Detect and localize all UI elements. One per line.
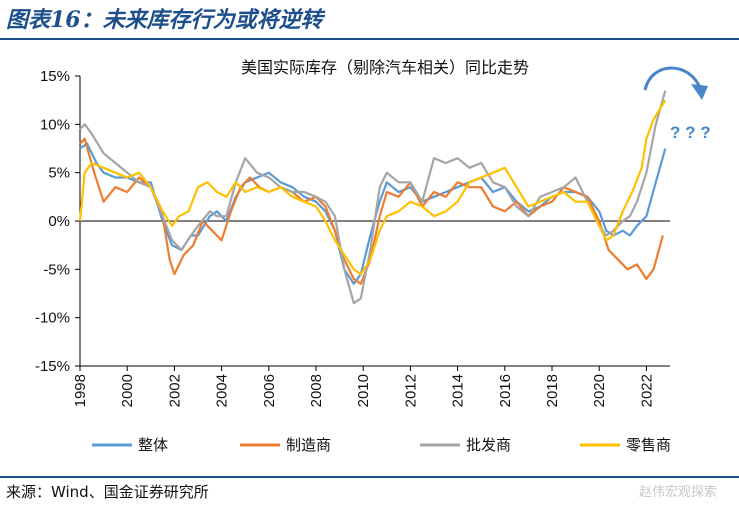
title-divider xyxy=(0,38,739,40)
y-tick-label: -5% xyxy=(43,261,70,278)
footer-divider xyxy=(0,476,739,478)
plot-area: 15% 10% 5% 0% -5% -10% -15%1998 2000 2002 2004 200… xyxy=(35,68,670,407)
legend-label-0: 整体 xyxy=(138,436,168,454)
x-tick-label: 2018 xyxy=(544,374,561,407)
x-tick-label: 2016 xyxy=(497,374,514,407)
x-tick-label: 2022 xyxy=(638,374,655,407)
source-note: 来源：Wind、国金证券研究所 xyxy=(6,483,209,501)
x-tick-label: 2012 xyxy=(402,374,419,407)
y-tick-label: 5% xyxy=(48,165,70,182)
curved-arrow-icon xyxy=(643,66,702,91)
y-tick-label: -15% xyxy=(35,358,70,375)
legend: 整体 制造商 批发商 零售商 xyxy=(92,436,671,454)
x-tick-label: 2002 xyxy=(166,374,183,407)
watermark: 赵伟宏观探索 xyxy=(638,485,717,500)
x-tick-label: 2000 xyxy=(119,374,136,407)
question-marks: ? ? ? xyxy=(670,123,711,142)
y-tick-label: 10% xyxy=(40,116,70,133)
x-tick-label: 2020 xyxy=(591,374,608,407)
series-line-1 xyxy=(79,137,664,285)
legend-label-1: 制造商 xyxy=(286,436,331,454)
annotation: ? ? ? xyxy=(643,66,711,142)
series-line-3 xyxy=(78,99,667,276)
y-tick-label: -10% xyxy=(35,310,70,327)
x-tick-label: 1998 xyxy=(72,374,89,407)
series-line-0 xyxy=(79,142,667,285)
line-chart: 美国实际库存（剔除汽车相关）同比走势 15% 10% 5% 0% -5% -10% -15%… xyxy=(35,58,711,454)
y-tick-label: 0% xyxy=(48,213,70,230)
chart-title: 美国实际库存（剔除汽车相关）同比走势 xyxy=(241,58,529,77)
x-tick-label: 2006 xyxy=(261,374,278,407)
x-tick-label: 2010 xyxy=(355,374,372,407)
legend-label-2: 批发商 xyxy=(466,436,511,454)
legend-label-3: 零售商 xyxy=(626,436,671,454)
x-tick-label: 2014 xyxy=(450,374,467,407)
y-tick-label: 15% xyxy=(40,68,70,85)
x-tick-label: 2008 xyxy=(308,374,325,407)
series-line-2 xyxy=(79,90,667,305)
arrowhead-icon xyxy=(691,84,708,100)
figure-title: 图表16：未来库存行为或将逆转 xyxy=(6,7,323,33)
x-tick-label: 2004 xyxy=(214,374,231,407)
